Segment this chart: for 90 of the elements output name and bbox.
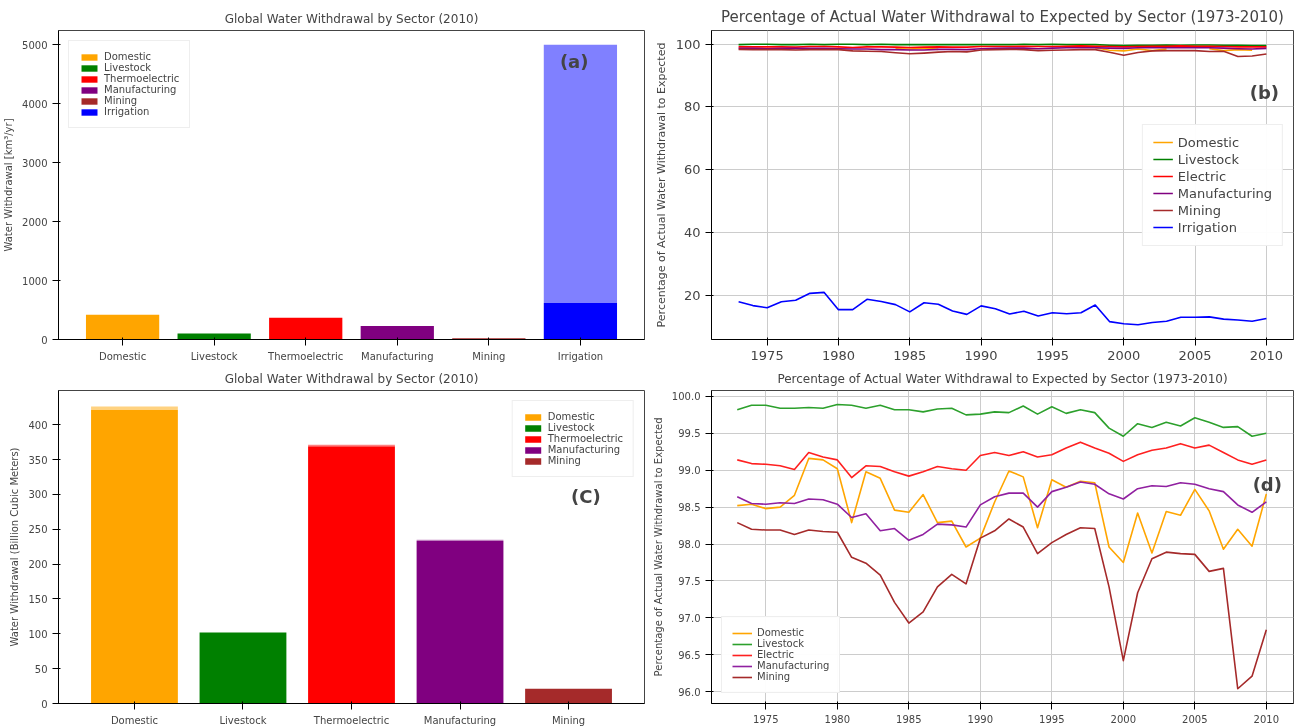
- legend-label: Domestic: [757, 627, 805, 638]
- legend-label: Livestock: [757, 638, 804, 649]
- chart-title: Global Water Withdrawal by Sector (2010): [224, 11, 479, 26]
- y-tick-label: 200: [28, 559, 48, 571]
- x-tick-label: 2005: [1178, 347, 1212, 363]
- legend-label: Livestock: [104, 62, 151, 73]
- y-tick-label: 350: [28, 454, 48, 466]
- x-tick-label: 1990: [964, 347, 998, 363]
- y-tick-label: 96.0: [678, 686, 701, 698]
- y-tick-label: 1000: [22, 275, 48, 287]
- x-tick-label: Manufacturing: [423, 714, 497, 726]
- legend-label: Livestock: [547, 422, 595, 433]
- legend-label: Livestock: [1177, 151, 1239, 167]
- legend-label: Manufacturing: [1177, 185, 1272, 201]
- x-tick-label: 1990: [967, 713, 994, 725]
- y-tick-label: 400: [28, 419, 48, 431]
- y-tick-label: 100: [28, 628, 48, 640]
- legend-label: Domestic: [1177, 134, 1240, 150]
- legend-label: Irrigation: [1177, 219, 1237, 235]
- y-tick-label: 99.5: [678, 428, 701, 440]
- chart-title: Percentage of Actual Water Withdrawal to Expected by Sector (1973-2010): [721, 7, 1284, 26]
- y-tick-label: 4000: [22, 98, 48, 110]
- x-tick-label: Mining: [472, 350, 506, 362]
- y-tick-label: 100: [675, 36, 701, 52]
- annotation: (b): [1249, 81, 1280, 103]
- x-tick-label: 1985: [896, 713, 922, 725]
- x-tick-label: 1995: [1035, 347, 1069, 363]
- x-tick-label: 1985: [893, 347, 927, 363]
- annotation: (C): [571, 486, 601, 508]
- legend-label: Domestic: [547, 411, 595, 422]
- legend-label: Manufacturing: [547, 444, 621, 455]
- chart-title: Percentage of Actual Water Withdrawal to Expected by Sector (1973-2010): [777, 371, 1228, 386]
- y-tick-label: 2000: [22, 216, 48, 228]
- y-axis-title: Percentage of Actual Water Withdrawal to Expected: [652, 417, 664, 677]
- y-tick-label: 98.0: [678, 539, 701, 551]
- x-tick-label: Livestock: [190, 350, 238, 362]
- x-tick-label: 2000: [1110, 713, 1137, 725]
- y-tick-label: 99.0: [678, 465, 701, 477]
- y-axis-title: Water Withdrawal [km³/yr]: [3, 118, 15, 252]
- legend-label: Manufacturing: [104, 84, 177, 95]
- legend-label: Thermoelectric: [104, 73, 180, 84]
- y-tick-label: 50: [34, 663, 48, 675]
- x-tick-label: Irrigation: [557, 350, 604, 362]
- x-tick-label: Domestic: [110, 714, 159, 726]
- x-tick-label: Thermoelectric: [267, 350, 344, 362]
- y-tick-label: 100.0: [671, 391, 701, 403]
- y-tick-label: 40: [683, 224, 701, 240]
- y-tick-label: 96.5: [678, 649, 701, 661]
- legend-label: Mining: [1177, 202, 1222, 218]
- legend-label: Domestic: [104, 51, 152, 62]
- y-tick-label: 3000: [22, 157, 48, 169]
- legend-label: Manufacturing: [757, 660, 830, 671]
- legend-label: Mining: [104, 95, 138, 106]
- x-tick-label: 1980: [821, 347, 856, 363]
- x-tick-label: 2000: [1107, 347, 1141, 363]
- x-tick-label: Manufacturing: [361, 350, 434, 362]
- y-tick-label: 97.0: [678, 612, 701, 624]
- legend-label: Electric: [757, 649, 795, 660]
- legend-label: Irrigation: [104, 106, 150, 117]
- y-tick-label: 300: [28, 489, 48, 501]
- y-axis-title: Water Withdrawal (Billion Cubic Meters): [9, 447, 21, 647]
- x-tick-label: Thermoelectric: [312, 714, 390, 726]
- y-tick-label: 5000: [22, 39, 48, 51]
- x-tick-label: Domestic: [99, 350, 147, 362]
- x-tick-label: Mining: [551, 714, 586, 726]
- y-tick-label: 0: [41, 334, 48, 346]
- legend-label: Thermoelectric: [547, 433, 623, 444]
- x-tick-label: 1995: [1039, 713, 1065, 725]
- annotation: (d): [1252, 473, 1282, 495]
- x-tick-label: 1975: [750, 347, 784, 363]
- y-tick-label: 0: [41, 698, 48, 710]
- y-axis-title: Percentage of Actual Water Withdrawal to Expected: [654, 42, 668, 328]
- y-tick-label: 98.5: [678, 502, 701, 514]
- y-tick-label: 97.5: [678, 575, 701, 587]
- legend-label: Mining: [547, 455, 581, 466]
- y-tick-label: 60: [683, 162, 701, 178]
- x-tick-label: 2005: [1182, 713, 1208, 725]
- legend-label: Electric: [1177, 168, 1227, 184]
- y-tick-label: 150: [28, 593, 48, 605]
- x-tick-label: Livestock: [219, 714, 267, 726]
- y-tick-label: 250: [28, 524, 48, 536]
- chart-title: Global Water Withdrawal by Sector (2010): [224, 371, 479, 386]
- y-tick-label: 20: [683, 287, 701, 303]
- y-tick-label: 80: [683, 99, 701, 115]
- annotation: (a): [559, 50, 589, 72]
- x-tick-label: 1980: [824, 713, 851, 725]
- x-tick-label: 2010: [1253, 713, 1280, 725]
- x-tick-label: 2010: [1249, 347, 1283, 363]
- legend-label: Mining: [757, 671, 791, 682]
- x-tick-label: 1975: [753, 713, 779, 725]
